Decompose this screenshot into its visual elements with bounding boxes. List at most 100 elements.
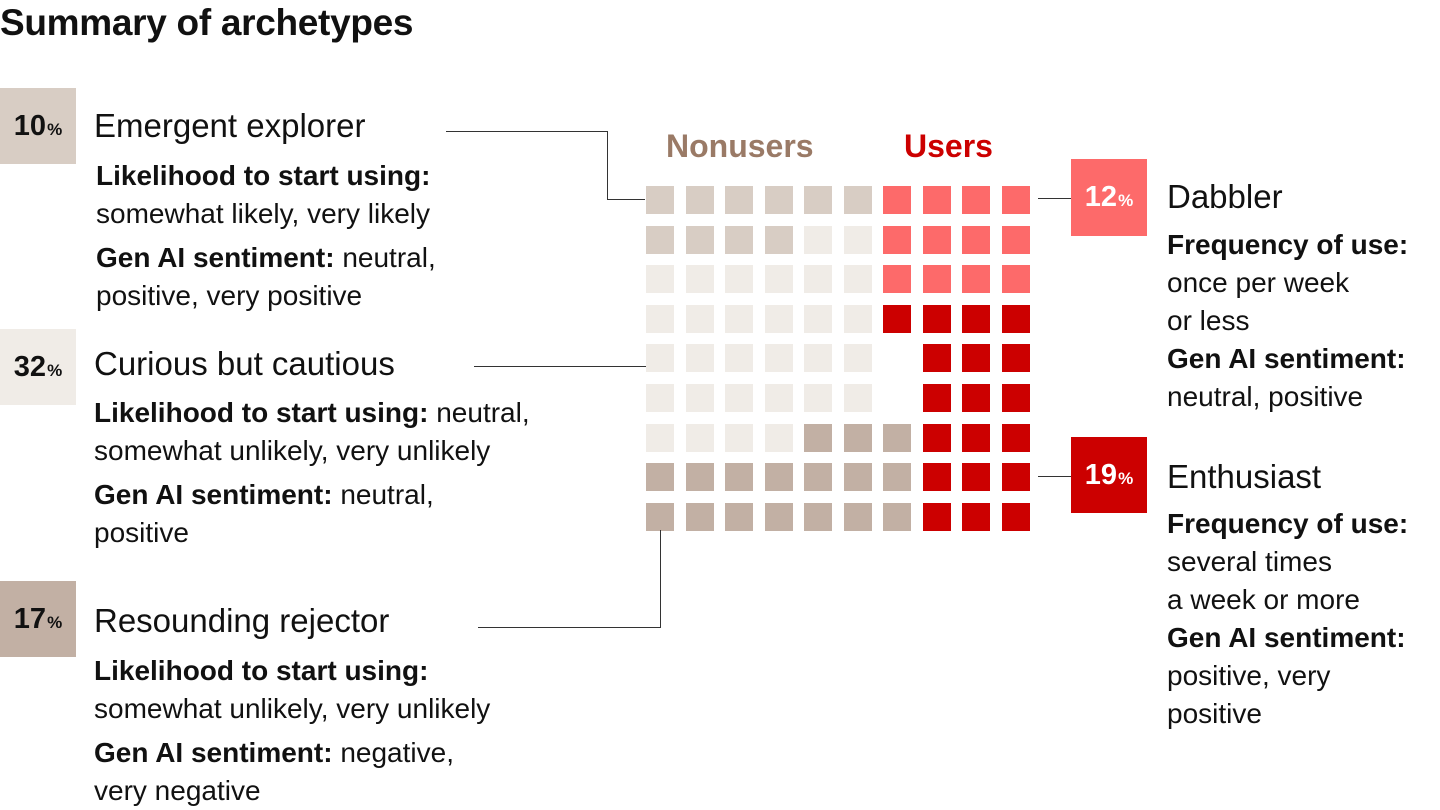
enthusiast-cell xyxy=(1001,463,1030,492)
curious-cautious-cell xyxy=(764,384,793,412)
curious-cautious-cell xyxy=(843,304,872,333)
emergent-explorer-pct: 10 xyxy=(13,109,47,142)
curious-likelihood-label: Likelihood to start using: xyxy=(94,397,429,428)
curious-likelihood-rest: neutral, xyxy=(428,397,530,428)
emergent-explorer-cell xyxy=(646,225,674,254)
waffle-grid xyxy=(646,186,1046,536)
curious-cautious-cell xyxy=(646,384,674,412)
resounding-rejector-cell xyxy=(883,502,911,531)
dabbler-cell xyxy=(883,225,911,254)
curious-connector xyxy=(474,366,646,367)
emergent-sentiment-values: positive, very positive xyxy=(96,280,363,311)
emergent-explorer-cell xyxy=(685,225,714,254)
curious-cautious-cell xyxy=(843,344,872,373)
resounding-rejector-cell xyxy=(685,463,714,492)
rejector-likelihood-values: somewhat unlikely, very unlikely xyxy=(94,693,491,724)
emergent-sentiment-rest: neutral, xyxy=(334,242,436,273)
enthusiast-cell xyxy=(922,423,951,452)
enthusiast-frequency-value-2: a week or more xyxy=(1167,584,1360,615)
enthusiast-cell xyxy=(922,463,951,492)
dabbler-details: Frequency of use: once per week or less … xyxy=(1167,226,1408,416)
curious-cautious-cell xyxy=(685,423,714,452)
emergent-explorer-details: Likelihood to start using: somewhat like… xyxy=(96,157,436,315)
pct-sign: % xyxy=(47,119,63,139)
dabbler-name: Dabbler xyxy=(1167,178,1283,215)
enthusiast-cell xyxy=(922,344,951,373)
enthusiast-pct-badge: 19% xyxy=(1071,437,1147,513)
emergent-likelihood-values: somewhat likely, very likely xyxy=(96,198,431,229)
chart-title: Summary of archetypes xyxy=(0,2,414,43)
curious-cautious-cell xyxy=(685,344,714,373)
enthusiast-cell xyxy=(962,384,990,412)
dabbler-cell xyxy=(962,225,990,254)
resounding-rejector-cell xyxy=(725,502,753,531)
curious-likelihood-values: somewhat unlikely, very unlikely xyxy=(94,435,491,466)
curious-cautious-cell xyxy=(804,225,832,254)
enthusiast-cell xyxy=(1001,423,1030,452)
resounding-rejector-cell xyxy=(804,502,832,531)
resounding-rejector-name: Resounding rejector xyxy=(94,602,390,639)
emergent-explorer-cell xyxy=(764,225,793,254)
resounding-rejector-cell xyxy=(685,502,714,531)
enthusiast-cell xyxy=(1001,304,1030,333)
dabbler-cell xyxy=(883,186,911,214)
curious-cautious-cell xyxy=(646,304,674,333)
curious-cautious-cell xyxy=(646,344,674,373)
resounding-rejector-cell xyxy=(646,502,674,531)
curious-cautious-pct-badge: 32% xyxy=(0,329,76,405)
enthusiast-cell xyxy=(1001,502,1030,531)
dabbler-connector xyxy=(1038,198,1072,199)
enthusiast-cell xyxy=(962,304,990,333)
curious-cautious-cell xyxy=(725,384,753,412)
enthusiast-cell xyxy=(883,304,911,333)
emergent-connector-end xyxy=(607,199,645,200)
curious-cautious-cell xyxy=(725,265,753,294)
enthusiast-name: Enthusiast xyxy=(1167,458,1322,495)
curious-cautious-cell xyxy=(843,384,872,412)
dabbler-cell xyxy=(1001,225,1030,254)
curious-cautious-cell xyxy=(725,344,753,373)
curious-sentiment-values: positive xyxy=(94,517,189,548)
curious-cautious-cell xyxy=(843,265,872,294)
curious-cautious-cell xyxy=(804,384,832,412)
resounding-rejector-pct-badge: 17% xyxy=(0,581,76,657)
resounding-rejector-cell xyxy=(843,463,872,492)
dabbler-cell xyxy=(883,265,911,294)
enthusiast-sentiment-label: Gen AI sentiment: xyxy=(1167,622,1406,653)
dabbler-cell xyxy=(962,265,990,294)
resounding-rejector-cell xyxy=(725,463,753,492)
nonusers-label: Nonusers xyxy=(666,128,814,164)
enthusiast-cell xyxy=(962,463,990,492)
emergent-explorer-cell xyxy=(843,186,872,214)
emergent-explorer-cell xyxy=(764,186,793,214)
dabbler-sentiment-label: Gen AI sentiment: xyxy=(1167,343,1406,374)
rejector-sentiment-rest: negative, xyxy=(332,737,454,768)
enthusiast-cell xyxy=(922,304,951,333)
resounding-rejector-details: Likelihood to start using: somewhat unli… xyxy=(94,652,490,810)
curious-sentiment-rest: neutral, xyxy=(332,479,434,510)
enthusiast-cell xyxy=(1001,344,1030,373)
pct-sign: % xyxy=(47,612,63,632)
enthusiast-cell xyxy=(962,344,990,373)
curious-cautious-cell xyxy=(685,304,714,333)
dabbler-frequency-value-2: or less xyxy=(1167,305,1250,336)
enthusiast-sentiment-value-2: positive xyxy=(1167,698,1262,729)
curious-cautious-name: Curious but cautious xyxy=(94,345,395,382)
curious-cautious-cell xyxy=(804,344,832,373)
emergent-likelihood-label: Likelihood to start using: xyxy=(96,160,431,191)
enthusiast-details: Frequency of use: several times a week o… xyxy=(1167,505,1408,733)
curious-cautious-details: Likelihood to start using: neutral, some… xyxy=(94,394,530,552)
resounding-rejector-cell xyxy=(843,502,872,531)
enthusiast-connector xyxy=(1038,476,1072,477)
pct-sign: % xyxy=(47,360,63,380)
dabbler-cell xyxy=(962,186,990,214)
curious-cautious-cell xyxy=(646,423,674,452)
resounding-rejector-pct: 17 xyxy=(13,602,47,635)
dabbler-cell xyxy=(1001,186,1030,214)
emergent-explorer-name: Emergent explorer xyxy=(94,107,366,144)
dabbler-frequency-value-1: once per week xyxy=(1167,267,1350,298)
enthusiast-frequency-value-1: several times xyxy=(1167,546,1332,577)
emergent-connector-vertical xyxy=(607,131,608,199)
dabbler-cell xyxy=(922,225,951,254)
dabbler-pct: 12 xyxy=(1084,181,1118,213)
